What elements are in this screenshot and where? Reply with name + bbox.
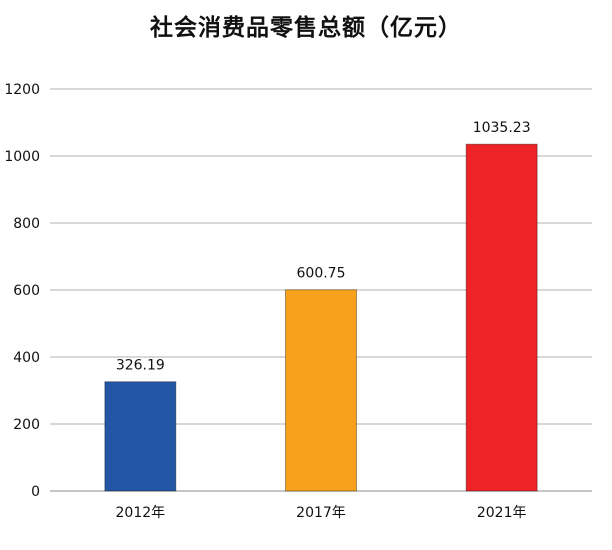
x-tick-label-2012年: 2012年 bbox=[116, 505, 166, 521]
x-tick-label-2017年: 2017年 bbox=[296, 505, 346, 521]
y-tick-label-800: 800 bbox=[13, 216, 40, 232]
y-tick-label-1200: 1200 bbox=[4, 82, 40, 98]
bar-2021年 bbox=[465, 143, 538, 492]
data-label-2012年: 326.19 bbox=[116, 358, 165, 374]
y-tick-label-200: 200 bbox=[13, 417, 40, 433]
x-tick-label-2021年: 2021年 bbox=[477, 505, 527, 521]
y-tick-label-1000: 1000 bbox=[4, 149, 40, 165]
y-tick-label-600: 600 bbox=[13, 283, 40, 299]
y-tick-label-0: 0 bbox=[31, 484, 40, 500]
data-label-2021年: 1035.23 bbox=[473, 120, 531, 136]
bar-2017年 bbox=[285, 289, 357, 492]
bar-2012年 bbox=[104, 381, 177, 492]
y-tick-label-400: 400 bbox=[13, 350, 40, 366]
data-label-2017年: 600.75 bbox=[297, 266, 346, 282]
chart-title: 社会消费品零售总额（亿元） bbox=[150, 14, 462, 41]
